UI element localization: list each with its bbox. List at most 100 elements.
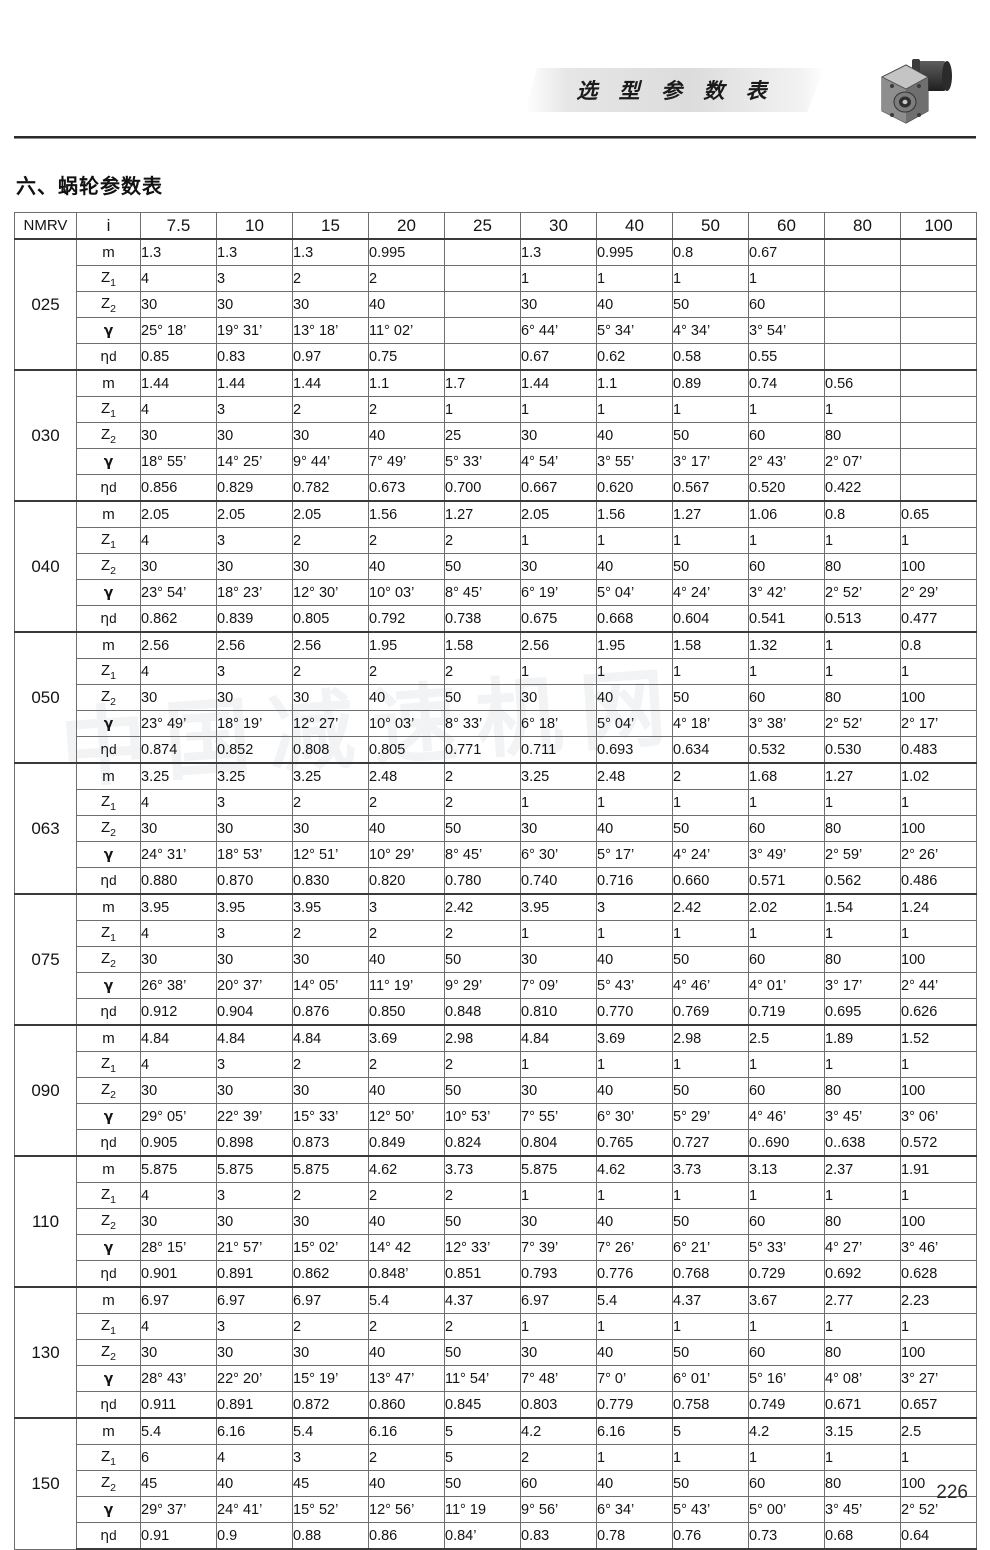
cell-063-g-40: 5° 17’ [596, 841, 673, 868]
cell-090-Z1-15: 2 [292, 1051, 369, 1078]
cell-150-Z1-7.5: 6 [140, 1444, 217, 1471]
param-label-m: m [76, 500, 141, 528]
cell-075-Z2-10: 30 [216, 946, 293, 973]
cell-025-Z2-60: 60 [748, 291, 825, 318]
cell-050-m-25: 1.58 [444, 631, 521, 659]
header-model: NMRV [14, 212, 77, 240]
table-row: Z2 30 30 30 40 50 30 40 50 60 80 100 [15, 553, 977, 580]
cell-063-Z1-30: 1 [520, 789, 597, 816]
cell-110-Z1-20: 2 [368, 1182, 445, 1209]
cell-090-Z2-15: 30 [292, 1077, 369, 1104]
cell-025-m-7.5: 1.3 [140, 238, 217, 266]
cell-075-Z1-7.5: 4 [140, 920, 217, 947]
param-label-g: γ [76, 1234, 141, 1261]
cell-110-g-10: 21° 57’ [216, 1234, 293, 1261]
cell-110-Z2-25: 50 [444, 1208, 521, 1235]
cell-030-nd-10: 0.829 [216, 474, 293, 502]
table-row: ηd 0.912 0.904 0.876 0.850 0.848 0.810 0.770 0.7… [15, 998, 977, 1026]
cell-130-g-40: 7° 0’ [596, 1365, 673, 1392]
cell-063-Z2-10: 30 [216, 815, 293, 842]
cell-130-g-100: 3° 27’ [900, 1365, 977, 1392]
cell-063-m-30: 3.25 [520, 762, 597, 790]
cell-030-m-50: 0.89 [672, 369, 749, 397]
cell-050-m-100: 0.8 [900, 631, 977, 659]
table-row: ηd 0.874 0.852 0.808 0.805 0.771 0.711 0.693 0.6… [15, 736, 977, 764]
header-divider [14, 136, 976, 139]
param-label-nd: ηd [76, 343, 141, 371]
cell-050-Z1-25: 2 [444, 658, 521, 685]
cell-150-Z2-30: 60 [520, 1470, 597, 1497]
cell-030-Z1-10: 3 [216, 396, 293, 423]
cell-090-g-80: 3° 45’ [824, 1103, 901, 1130]
cell-030-nd-40: 0.620 [596, 474, 673, 502]
cell-130-Z1-80: 1 [824, 1313, 901, 1340]
param-label-m: m [76, 1417, 141, 1445]
cell-040-Z2-60: 60 [748, 553, 825, 580]
cell-110-g-40: 7° 26’ [596, 1234, 673, 1261]
cell-025-Z2-80 [824, 291, 901, 318]
cell-050-Z2-10: 30 [216, 684, 293, 711]
cell-110-Z2-7.5: 30 [140, 1208, 217, 1235]
cell-075-Z1-10: 3 [216, 920, 293, 947]
cell-050-m-7.5: 2.56 [140, 631, 217, 659]
cell-090-Z1-7.5: 4 [140, 1051, 217, 1078]
cell-063-m-25: 2 [444, 762, 521, 790]
cell-150-m-25: 5 [444, 1417, 521, 1445]
cell-030-g-50: 3° 17’ [672, 448, 749, 475]
cell-130-Z2-25: 50 [444, 1339, 521, 1366]
param-label-Z1: Z1 [76, 1313, 141, 1340]
cell-075-m-15: 3.95 [292, 893, 369, 921]
worm-gear-parameter-table: NMRV i 7.5 10 15 20 25 30 40 50 60 80 10… [14, 212, 977, 1550]
model-cell-050: 050 [14, 631, 77, 764]
cell-030-g-100 [900, 448, 977, 475]
cell-063-Z2-15: 30 [292, 815, 369, 842]
cell-150-Z1-10: 4 [216, 1444, 293, 1471]
cell-063-g-25: 8° 45’ [444, 841, 521, 868]
cell-090-m-30: 4.84 [520, 1024, 597, 1052]
cell-150-m-10: 6.16 [216, 1417, 293, 1445]
cell-050-Z2-80: 80 [824, 684, 901, 711]
cell-110-nd-15: 0.862 [292, 1260, 369, 1288]
cell-025-m-15: 1.3 [292, 238, 369, 266]
cell-025-Z1-30: 1 [520, 265, 597, 292]
cell-150-Z2-15: 45 [292, 1470, 369, 1497]
cell-030-Z1-30: 1 [520, 396, 597, 423]
cell-075-m-60: 2.02 [748, 893, 825, 921]
cell-075-g-30: 7° 09’ [520, 972, 597, 999]
cell-075-g-7.5: 26° 38’ [140, 972, 217, 999]
cell-030-Z2-30: 30 [520, 422, 597, 449]
cell-130-nd-50: 0.758 [672, 1391, 749, 1419]
table-row: γ 24° 31’ 18° 53’ 12° 51’ 10° 29’ 8° 45’ 6° 30… [15, 841, 977, 868]
cell-090-Z1-10: 3 [216, 1051, 293, 1078]
cell-063-m-100: 1.02 [900, 762, 977, 790]
cell-030-g-80: 2° 07’ [824, 448, 901, 475]
param-label-Z2: Z2 [76, 553, 141, 580]
cell-040-m-7.5: 2.05 [140, 500, 217, 528]
cell-063-g-7.5: 24° 31’ [140, 841, 217, 868]
table-row: 050 m 2.56 2.56 2.56 1.95 1.58 2.56 1.95 1.58 1.32… [14, 631, 977, 764]
cell-063-m-15: 3.25 [292, 762, 369, 790]
param-label-Z2: Z2 [76, 684, 141, 711]
cell-063-nd-40: 0.716 [596, 867, 673, 895]
cell-090-Z1-100: 1 [900, 1051, 977, 1078]
param-label-g: γ [76, 972, 141, 999]
cell-130-m-40: 5.4 [596, 1286, 673, 1314]
cell-130-Z2-40: 40 [596, 1339, 673, 1366]
cell-130-Z2-80: 80 [824, 1339, 901, 1366]
cell-025-g-50: 4° 34’ [672, 317, 749, 344]
param-label-nd: ηd [76, 1129, 141, 1157]
cell-075-m-40: 3 [596, 893, 673, 921]
cell-050-Z1-60: 1 [748, 658, 825, 685]
cell-030-Z2-60: 60 [748, 422, 825, 449]
cell-040-g-60: 3° 42’ [748, 579, 825, 606]
cell-025-nd-10: 0.83 [216, 343, 293, 371]
param-label-Z2: Z2 [76, 1339, 141, 1366]
cell-063-Z2-40: 40 [596, 815, 673, 842]
model-cell-025: 025 [14, 238, 77, 371]
cell-063-g-30: 6° 30’ [520, 841, 597, 868]
cell-130-m-50: 4.37 [672, 1286, 749, 1314]
cell-030-m-40: 1.1 [596, 369, 673, 397]
cell-075-m-7.5: 3.95 [140, 893, 217, 921]
cell-030-Z2-50: 50 [672, 422, 749, 449]
cell-063-Z1-15: 2 [292, 789, 369, 816]
